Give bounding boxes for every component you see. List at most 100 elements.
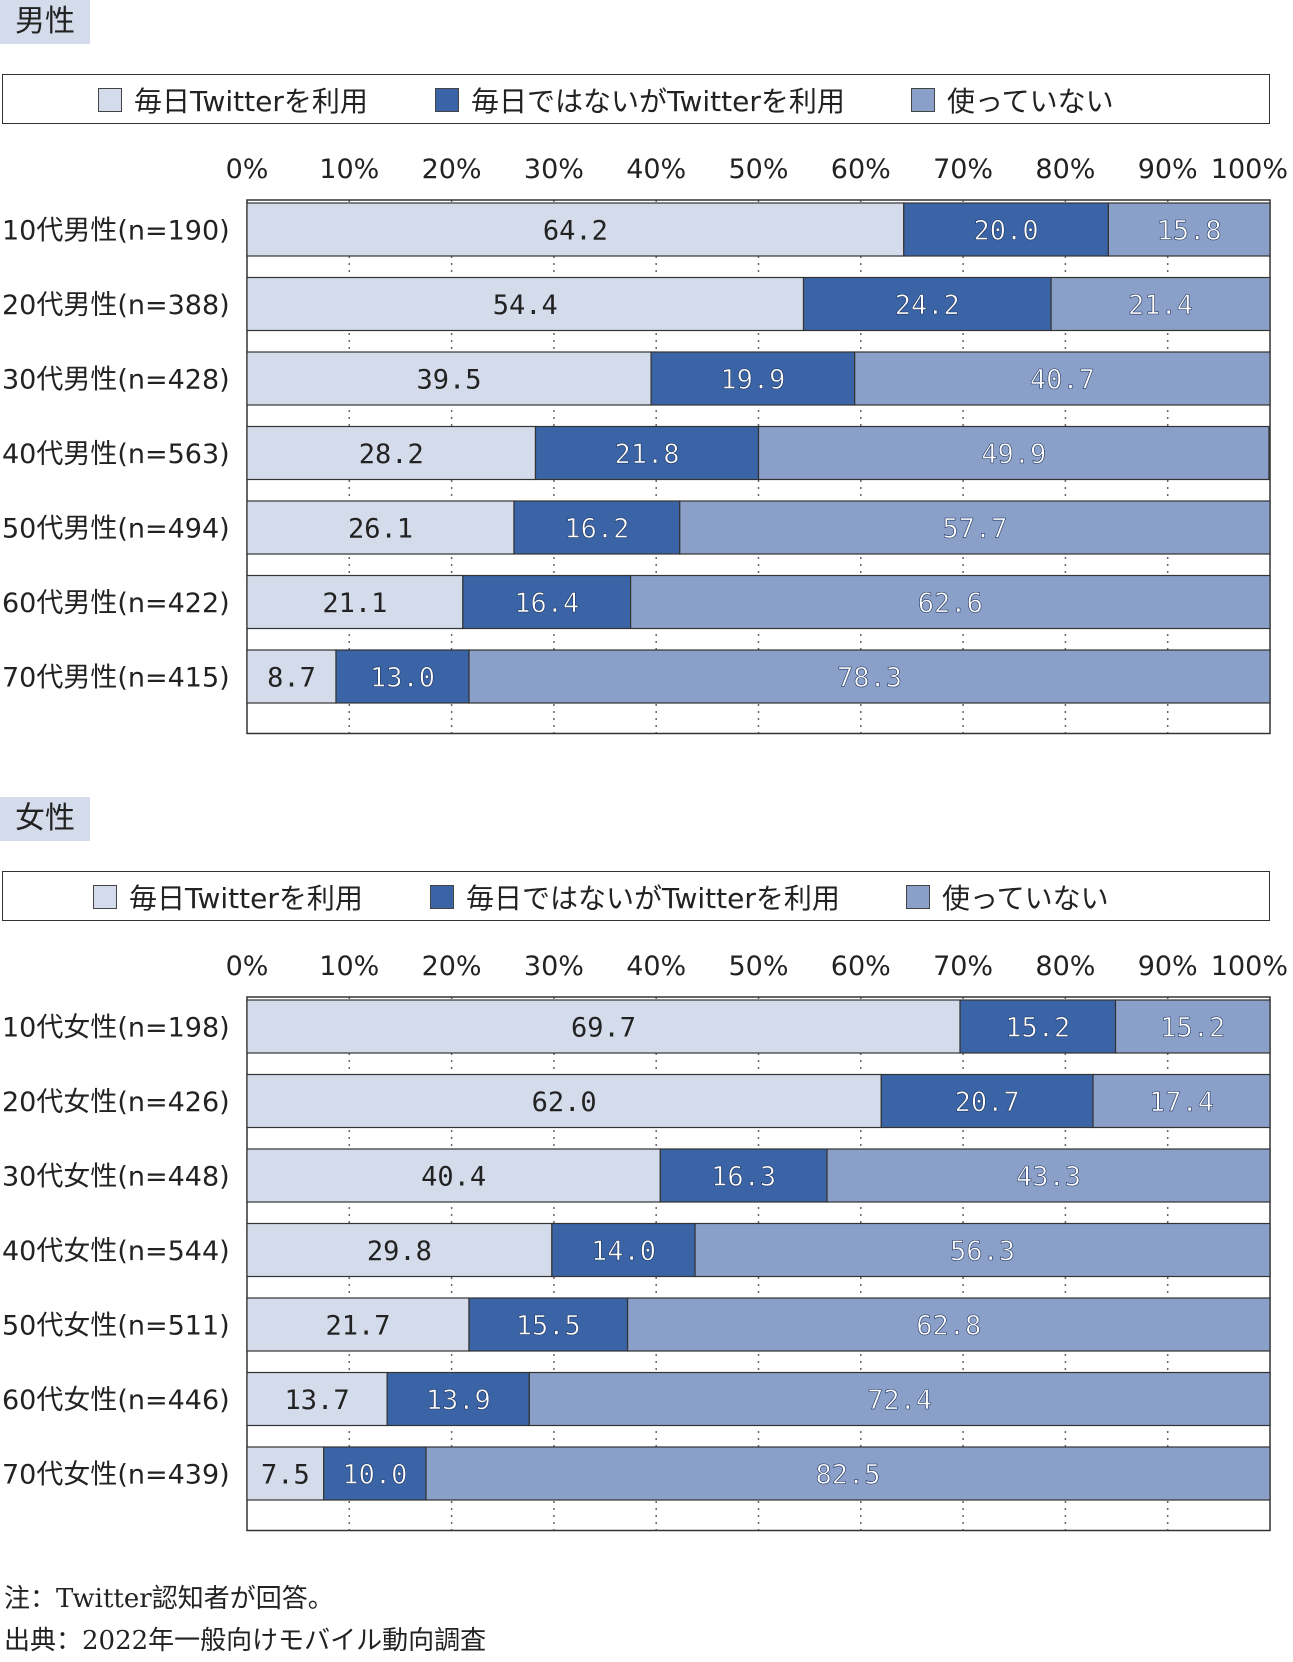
bar-segment: [246, 276, 805, 332]
x-tick-label: 80%: [1035, 951, 1095, 982]
bar-segment: [335, 649, 470, 704]
x-tick-label: 80%: [1035, 154, 1095, 185]
x-tick-label: 100%: [1211, 951, 1288, 982]
data-label: 13.7: [285, 1385, 350, 1416]
category-label: 40代女性(n=544): [2, 1236, 230, 1267]
bar-segment: [534, 425, 760, 481]
male-panel: 男性 毎日Twitterを利用 毎日ではないがTwitterを利用 使っていない…: [0, 0, 1293, 750]
legend-item-not-daily: 毎日ではないがTwitterを利用: [435, 85, 845, 118]
chart-source: 出典：2022年一般向けモバイル動向調査: [4, 1626, 487, 1656]
x-tick-label: 50%: [728, 951, 788, 982]
legend-item-daily: 毎日Twitterを利用: [98, 85, 368, 118]
x-tick-label: 10%: [319, 951, 379, 982]
x-tick-label: 10%: [319, 154, 379, 185]
data-label: 15.2: [1160, 1013, 1225, 1044]
x-tick-label: 90%: [1138, 951, 1198, 982]
x-tick-label: 70%: [933, 154, 993, 185]
data-label: 39.5: [417, 365, 482, 396]
data-label: 16.3: [711, 1162, 776, 1193]
legend-swatch-not-using: [911, 88, 935, 112]
legend-label-not-using: 使っていない: [947, 85, 1114, 118]
bar-segment: [468, 649, 1271, 704]
category-label: 60代女性(n=446): [2, 1385, 230, 1416]
legend-swatch-not-daily: [435, 88, 459, 112]
bar-segment: [551, 1222, 696, 1278]
category-label: 20代女性(n=426): [2, 1087, 230, 1118]
data-label: 17.4: [1149, 1087, 1214, 1118]
bar-segment: [528, 1371, 1271, 1427]
data-label: 62.6: [918, 588, 983, 619]
bar-segment: [1114, 999, 1271, 1054]
legend-item-not-using: 使っていない: [906, 882, 1109, 915]
data-label: 21.4: [1128, 290, 1193, 321]
data-label: 54.4: [493, 290, 558, 321]
data-label: 21.1: [322, 588, 387, 619]
category-label: 10代男性(n=190): [2, 216, 230, 247]
bar-segment: [659, 1148, 828, 1203]
chart-note: 注：Twitter認知者が回答。: [4, 1584, 334, 1614]
x-tick-label: 70%: [933, 951, 993, 982]
bar-segment: [246, 500, 515, 555]
legend-swatch-daily: [98, 88, 122, 112]
category-label: 20代男性(n=388): [2, 290, 230, 321]
data-label: 49.9: [981, 439, 1046, 470]
legend-label-daily: 毎日Twitterを利用: [129, 882, 363, 915]
data-label: 20.0: [974, 216, 1039, 247]
data-label: 16.4: [514, 588, 579, 619]
data-label: 14.0: [591, 1236, 656, 1267]
data-label: 56.3: [950, 1236, 1015, 1267]
category-label: 70代女性(n=439): [2, 1460, 230, 1491]
data-label: 78.3: [837, 663, 902, 694]
data-label: 19.9: [720, 365, 785, 396]
male-chart: 0% 10% 20% 30% 40% 50% 60% 70% 80% 90% 100% 10代男性(n…: [2, 154, 1288, 735]
data-label: 82.5: [815, 1460, 880, 1491]
bar-segment: [246, 649, 337, 704]
legend-label-not-using: 使っていない: [942, 882, 1109, 915]
bar-segment: [468, 1297, 629, 1352]
x-tick-label: 0%: [226, 951, 269, 982]
category-label: 50代男性(n=494): [2, 514, 230, 545]
x-tick-label: 0%: [226, 154, 269, 185]
data-label: 26.1: [348, 514, 413, 545]
bar-segment: [630, 574, 1271, 630]
x-tick-label: 20%: [422, 154, 482, 185]
female-chart: 0% 10% 20% 30% 40% 50% 60% 70% 80% 90% 100% 10代女性(n…: [2, 951, 1288, 1532]
bar-segment: [246, 1073, 882, 1129]
category-label: 50代女性(n=511): [2, 1311, 230, 1342]
data-label: 72.4: [867, 1385, 932, 1416]
bar-segment: [1107, 202, 1271, 257]
data-label: 7.5: [261, 1460, 310, 1491]
legend-label-daily: 毎日Twitterを利用: [134, 85, 368, 118]
bar-segment: [246, 1371, 388, 1427]
x-tick-label: 30%: [524, 154, 584, 185]
bar-segment: [1092, 1073, 1271, 1129]
bar-segment: [802, 276, 1052, 332]
legend: 毎日Twitterを利用 毎日ではないがTwitterを利用 使っていない: [2, 871, 1270, 921]
section-title: 女性: [0, 797, 90, 841]
data-label: 15.8: [1157, 216, 1222, 247]
bar-segment: [757, 425, 1270, 481]
data-label: 57.7: [942, 514, 1007, 545]
data-label: 21.7: [325, 1311, 390, 1342]
bar-segment: [246, 1297, 470, 1352]
x-tick-label: 40%: [626, 154, 686, 185]
bar-segment: [246, 351, 652, 406]
data-label: 43.3: [1016, 1162, 1081, 1193]
data-label: 64.2: [543, 216, 608, 247]
data-label: 29.8: [367, 1236, 432, 1267]
legend-item-daily: 毎日Twitterを利用: [93, 882, 363, 915]
bar-segment: [246, 574, 464, 630]
legend: 毎日Twitterを利用 毎日ではないがTwitterを利用 使っていない: [2, 74, 1270, 124]
bar-segment: [626, 1297, 1271, 1352]
bar-segment: [903, 202, 1109, 257]
data-label: 21.8: [614, 439, 679, 470]
category-label: 30代女性(n=448): [2, 1162, 230, 1193]
x-tick-label: 40%: [626, 951, 686, 982]
data-label: 62.0: [532, 1087, 597, 1118]
bar-segment: [1050, 276, 1271, 332]
bar-segment: [880, 1073, 1094, 1129]
legend-item-not-using: 使っていない: [911, 85, 1114, 118]
category-label: 60代男性(n=422): [2, 588, 230, 619]
data-label: 16.2: [564, 514, 629, 545]
legend-swatch-not-daily: [430, 885, 454, 909]
